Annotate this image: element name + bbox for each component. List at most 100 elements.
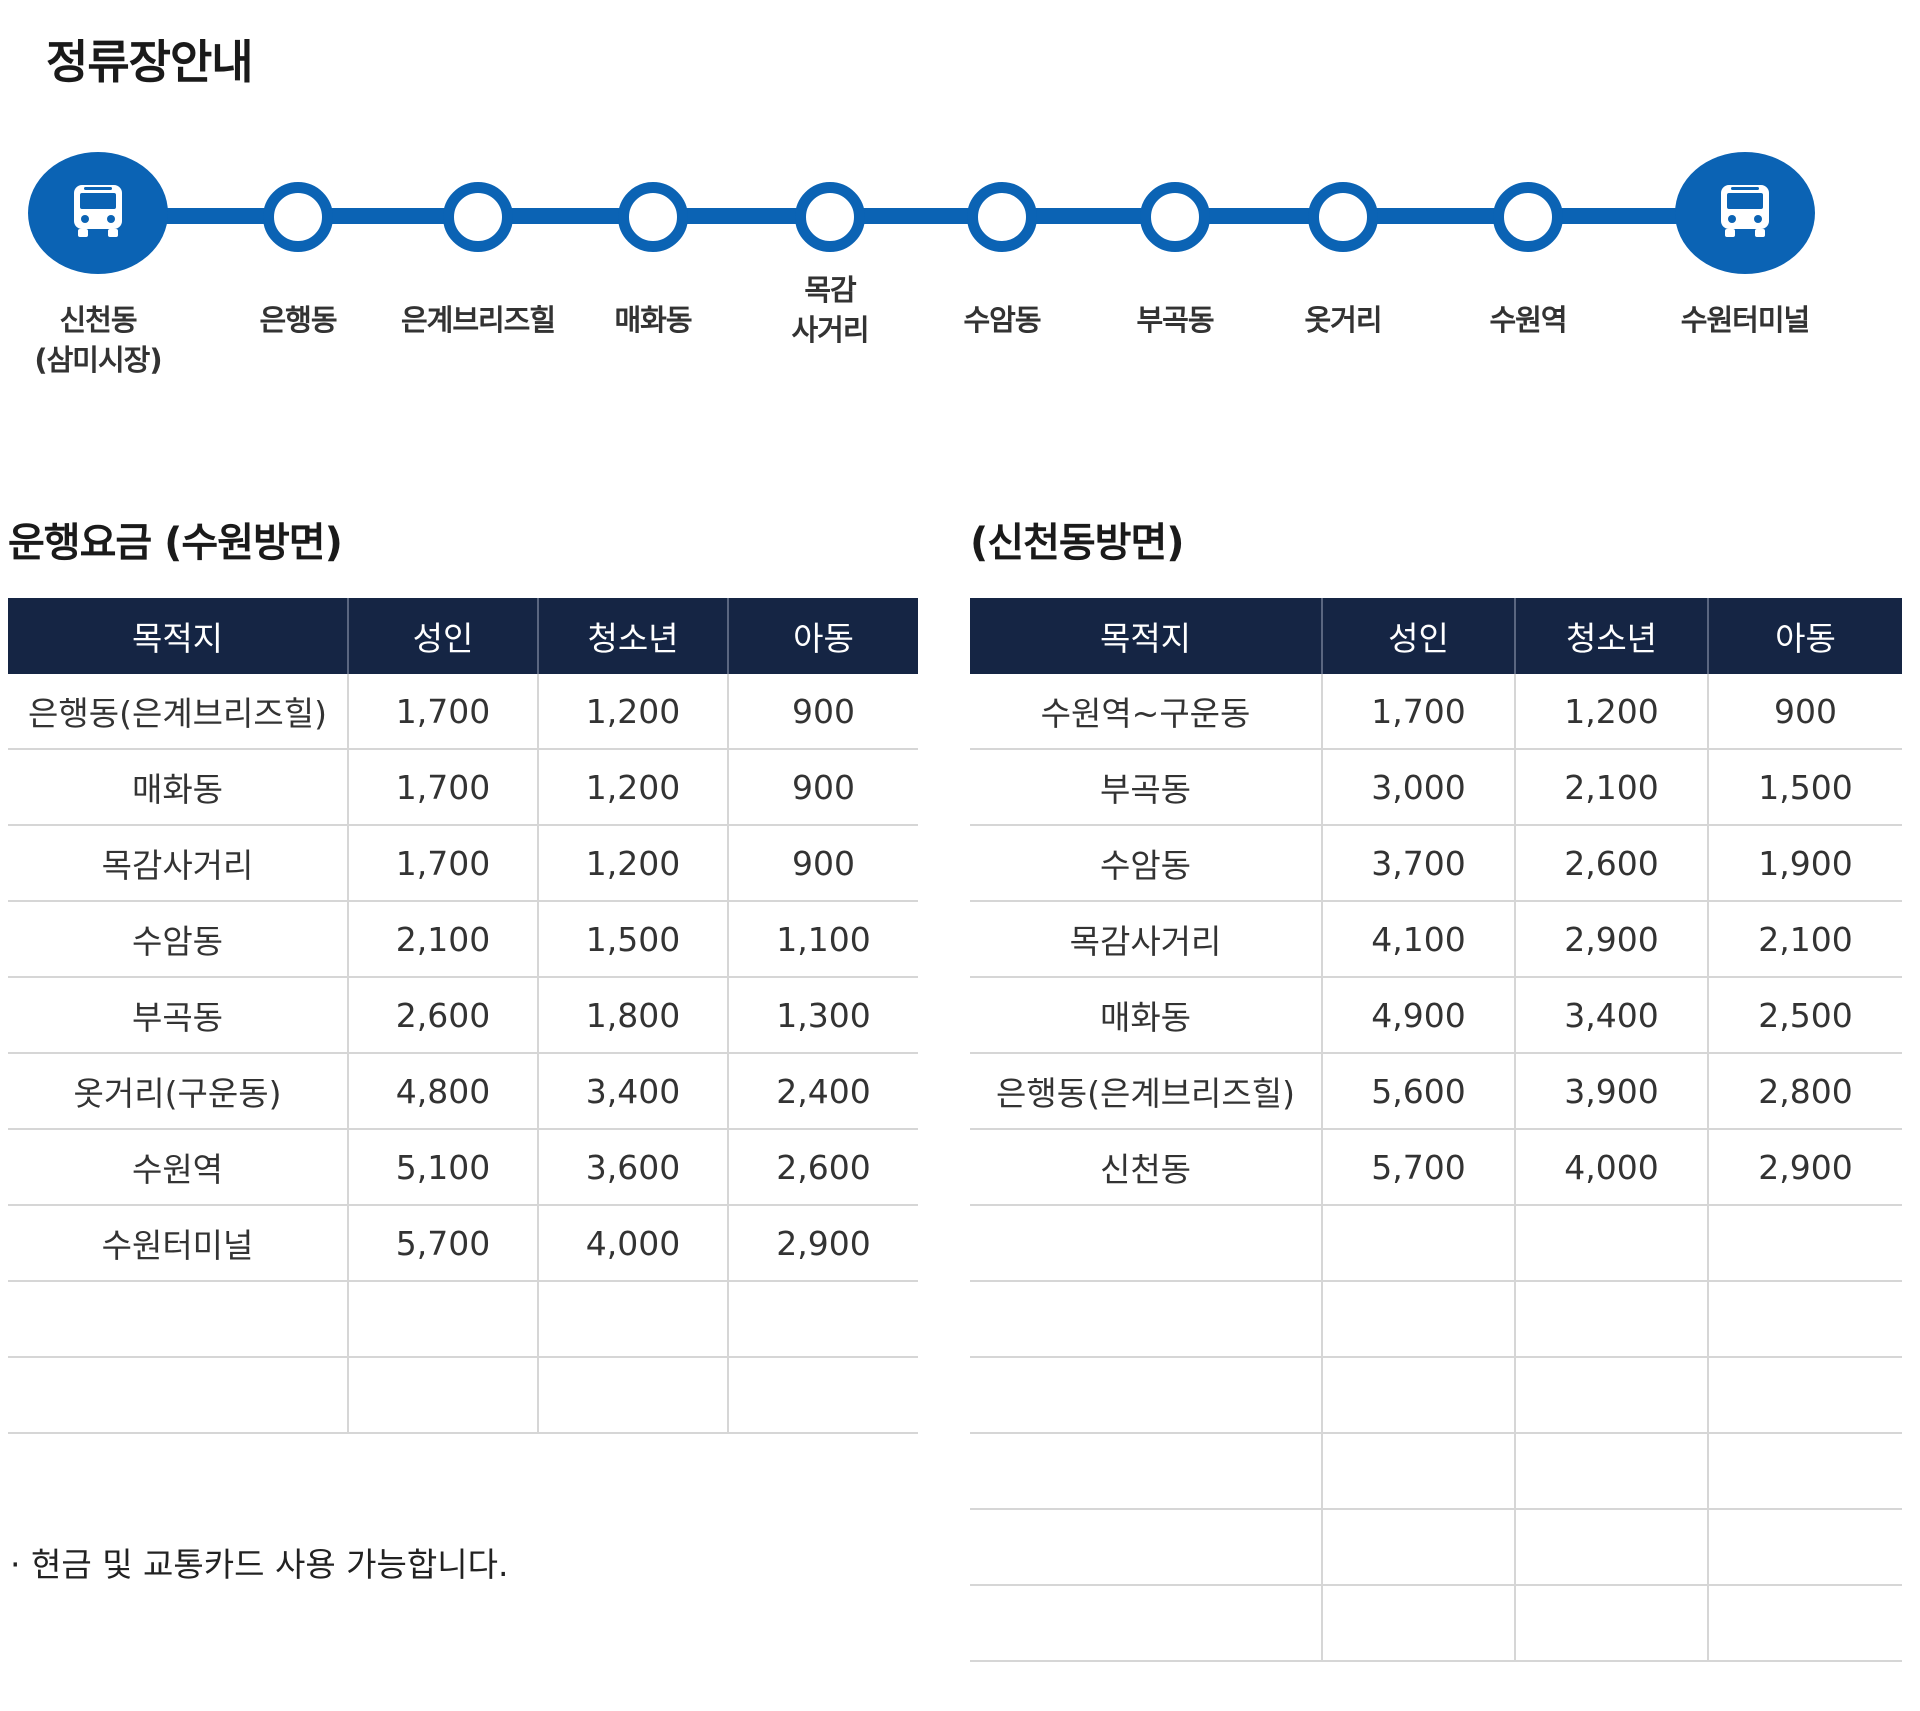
- table-row: [970, 1433, 1902, 1510]
- page-title: 정류장안내: [46, 35, 254, 89]
- fare-cell: 900: [727, 674, 918, 750]
- fare-cell: [347, 1281, 538, 1358]
- fare-cell: 1,500: [1707, 749, 1902, 826]
- fare-cell: 1,200: [537, 749, 728, 826]
- fare-cell: [1514, 1585, 1708, 1662]
- fare-cell: 2,400: [727, 1053, 918, 1130]
- fare-cell: 2,900: [1514, 901, 1708, 978]
- fare-cell: 4,800: [347, 1053, 538, 1130]
- destination-cell: 신천동: [970, 1129, 1322, 1206]
- fare-cell: [727, 1357, 918, 1434]
- table-row: 수원터미널 5,700 4,000 2,900: [8, 1205, 918, 1282]
- fare-cell: 3,400: [537, 1053, 728, 1130]
- stop-marker: [795, 182, 865, 252]
- fare-cell: 2,600: [347, 977, 538, 1054]
- payment-note: · 현금 및 교통카드 사용 가능합니다.: [10, 1545, 509, 1584]
- stop-marker: [1493, 182, 1563, 252]
- fare-cell: 2,100: [1707, 901, 1902, 978]
- fare-cell: 5,100: [347, 1129, 538, 1206]
- fare-cell: 1,700: [347, 674, 538, 750]
- fare-cell: [1514, 1433, 1708, 1510]
- destination-cell: [970, 1281, 1322, 1358]
- fare-cell: 2,100: [347, 901, 538, 978]
- stop-marker: [1308, 182, 1378, 252]
- destination-cell: 수원역: [8, 1129, 348, 1206]
- stop-label: 은계브리즈힐: [400, 303, 556, 337]
- fare-cell: 4,000: [537, 1205, 728, 1282]
- fare-cell: 3,000: [1321, 749, 1515, 826]
- table-row: 부곡동 2,600 1,800 1,300: [8, 977, 918, 1054]
- fare-cell: [1321, 1585, 1515, 1662]
- fare-cell: 5,700: [1321, 1129, 1515, 1206]
- column-header: 아동: [727, 598, 918, 674]
- destination-cell: 수원터미널: [8, 1205, 348, 1282]
- fare-cell: [537, 1281, 728, 1358]
- stop-marker: [967, 182, 1037, 252]
- destination-cell: 목감사거리: [970, 901, 1322, 978]
- fare-table-sincheon: 목적지 성인 청소년 아동 수원역~구운동 1,700 1,200 900 부곡동 3,000 2,…: [970, 598, 1902, 1662]
- fare-cell: 2,600: [727, 1129, 918, 1206]
- fare-cell: 1,100: [727, 901, 918, 978]
- table-row: 은행동(은계브리즈힐) 5,600 3,900 2,800: [970, 1053, 1902, 1130]
- fare-cell: [1514, 1281, 1708, 1358]
- route-map: 신천동 (삼미시장) 은행동 은계브리즈힐 매화동 목감 사거리 수암동 부곡동 옷거리 수원역 수원…: [0, 130, 1920, 430]
- table-row: 수암동 2,100 1,500 1,100: [8, 901, 918, 978]
- table-row: 목감사거리 1,700 1,200 900: [8, 825, 918, 902]
- fare-cell: 2,600: [1514, 825, 1708, 902]
- destination-cell: [970, 1357, 1322, 1434]
- column-header: 아동: [1707, 598, 1902, 674]
- fare-cell: 2,500: [1707, 977, 1902, 1054]
- stop-label: 매화동: [614, 303, 692, 337]
- table-row: [970, 1585, 1902, 1662]
- fare-title-sincheon: (신천동방면): [970, 520, 1185, 566]
- fare-cell: 1,700: [347, 825, 538, 902]
- stop-label: 수암동: [963, 303, 1041, 337]
- stop-marker: [263, 182, 333, 252]
- stop-label: 옷거리: [1304, 303, 1382, 337]
- fare-cell: 2,800: [1707, 1053, 1902, 1130]
- fare-title-suwon: 운행요금 (수원방면): [8, 520, 343, 566]
- table-row: 수원역~구운동 1,700 1,200 900: [970, 674, 1902, 750]
- fare-cell: [1514, 1205, 1708, 1282]
- destination-cell: 수원역~구운동: [970, 674, 1322, 750]
- fare-cell: 5,700: [347, 1205, 538, 1282]
- fare-cell: [1707, 1585, 1902, 1662]
- stop-label: 목감 사거리: [791, 273, 869, 347]
- table-row: 옷거리(구운동) 4,800 3,400 2,400: [8, 1053, 918, 1130]
- destination-cell: 부곡동: [970, 749, 1322, 826]
- destination-cell: 옷거리(구운동): [8, 1053, 348, 1130]
- terminal-stop-marker: [28, 152, 168, 274]
- fare-cell: [1321, 1509, 1515, 1586]
- stop-label: 수원터미널: [1680, 303, 1810, 337]
- fare-cell: 4,900: [1321, 977, 1515, 1054]
- fare-cell: [1321, 1433, 1515, 1510]
- destination-cell: 수암동: [8, 901, 348, 978]
- table-row: 매화동 4,900 3,400 2,500: [970, 977, 1902, 1054]
- destination-cell: [970, 1433, 1322, 1510]
- table-row: 매화동 1,700 1,200 900: [8, 749, 918, 826]
- fare-cell: 4,000: [1514, 1129, 1708, 1206]
- stop-marker: [1140, 182, 1210, 252]
- fare-table-suwon: 목적지 성인 청소년 아동 은행동(은계브리즈힐) 1,700 1,200 900 매화동 1,7…: [8, 598, 918, 1434]
- fare-cell: 900: [727, 749, 918, 826]
- table-row: 목감사거리 4,100 2,900 2,100: [970, 901, 1902, 978]
- destination-cell: 수암동: [970, 825, 1322, 902]
- fare-cell: [1321, 1357, 1515, 1434]
- table-row: [970, 1509, 1902, 1586]
- fare-cell: [347, 1357, 538, 1434]
- fare-cell: 3,700: [1321, 825, 1515, 902]
- fare-cell: [727, 1281, 918, 1358]
- stop-marker: [443, 182, 513, 252]
- fare-cell: 1,900: [1707, 825, 1902, 902]
- table-row: [8, 1281, 918, 1358]
- table-row: [970, 1205, 1902, 1282]
- fare-cell: [1707, 1509, 1902, 1586]
- stop-label: 은행동: [259, 303, 337, 337]
- terminal-stop-marker: [1675, 152, 1815, 274]
- destination-cell: 은행동(은계브리즈힐): [970, 1053, 1322, 1130]
- fare-cell: 1,200: [537, 674, 728, 750]
- destination-cell: [8, 1281, 348, 1358]
- column-header: 청소년: [1514, 598, 1708, 674]
- fare-cell: 1,700: [347, 749, 538, 826]
- stop-label: 신천동 (삼미시장): [34, 303, 162, 377]
